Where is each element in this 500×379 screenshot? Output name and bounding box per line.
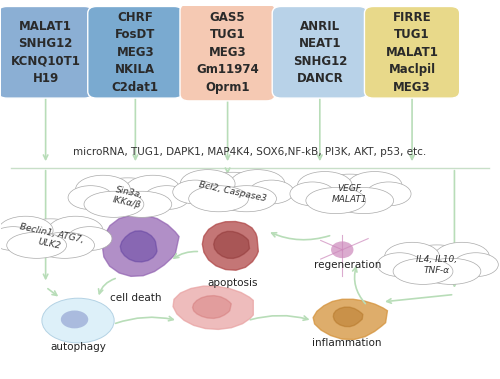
Text: GAS5
TUG1
MEG3
Gm11974
Oprm1: GAS5 TUG1 MEG3 Gm11974 Oprm1	[196, 11, 259, 94]
Ellipse shape	[173, 180, 218, 204]
Ellipse shape	[34, 232, 94, 258]
Ellipse shape	[377, 253, 422, 277]
Text: inflammation: inflammation	[312, 338, 382, 348]
FancyBboxPatch shape	[88, 6, 183, 98]
Text: apoptosis: apoptosis	[208, 278, 258, 288]
Polygon shape	[334, 307, 363, 327]
FancyBboxPatch shape	[180, 4, 275, 101]
Ellipse shape	[454, 253, 498, 277]
Ellipse shape	[0, 227, 36, 251]
Ellipse shape	[48, 216, 103, 244]
Text: Bcl2, Caspase3: Bcl2, Caspase3	[198, 180, 267, 204]
Ellipse shape	[67, 227, 112, 251]
Ellipse shape	[6, 232, 66, 258]
Ellipse shape	[347, 172, 402, 200]
Ellipse shape	[42, 298, 114, 343]
Ellipse shape	[0, 216, 53, 244]
Ellipse shape	[84, 191, 144, 217]
Ellipse shape	[290, 182, 335, 206]
Ellipse shape	[112, 191, 172, 217]
Ellipse shape	[90, 178, 166, 214]
Polygon shape	[214, 232, 250, 258]
Ellipse shape	[216, 186, 276, 212]
Ellipse shape	[400, 245, 474, 281]
Ellipse shape	[306, 188, 366, 214]
Text: VEGF,
MALAT1: VEGF, MALAT1	[332, 184, 368, 204]
FancyBboxPatch shape	[0, 6, 93, 98]
Ellipse shape	[76, 175, 130, 204]
Polygon shape	[202, 221, 258, 270]
Ellipse shape	[61, 310, 88, 328]
Ellipse shape	[126, 175, 180, 204]
Ellipse shape	[188, 186, 248, 212]
FancyBboxPatch shape	[364, 6, 460, 98]
Ellipse shape	[334, 188, 394, 214]
Text: ANRIL
NEAT1
SNHG12
DANCR: ANRIL NEAT1 SNHG12 DANCR	[292, 20, 347, 85]
Ellipse shape	[298, 172, 352, 200]
Ellipse shape	[249, 180, 294, 204]
Text: Beclin1, ATG7,
ULK2: Beclin1, ATG7, ULK2	[16, 222, 84, 255]
Text: autophagy: autophagy	[50, 341, 106, 352]
Text: MALAT1
SNHG12
KCNQ10T1
H19: MALAT1 SNHG12 KCNQ10T1 H19	[10, 20, 80, 85]
Ellipse shape	[195, 172, 270, 208]
Ellipse shape	[331, 241, 353, 258]
Text: regeneration: regeneration	[314, 260, 381, 270]
Polygon shape	[173, 286, 254, 329]
Ellipse shape	[180, 170, 235, 198]
Ellipse shape	[434, 242, 490, 271]
Text: FIRRE
TUG1
MALAT1
Maclpil
MEG3: FIRRE TUG1 MALAT1 Maclpil MEG3	[386, 11, 438, 94]
FancyBboxPatch shape	[272, 6, 368, 98]
Ellipse shape	[421, 258, 481, 284]
Ellipse shape	[312, 174, 387, 210]
Polygon shape	[102, 215, 179, 276]
Text: IL4, IL10,
TNF-α: IL4, IL10, TNF-α	[416, 255, 458, 275]
Polygon shape	[313, 299, 388, 340]
Ellipse shape	[144, 186, 189, 210]
Text: Sin3a,
IKKα/β: Sin3a, IKKα/β	[112, 185, 144, 210]
Ellipse shape	[230, 170, 285, 198]
Ellipse shape	[384, 242, 440, 271]
Ellipse shape	[13, 219, 88, 255]
Ellipse shape	[366, 182, 411, 206]
Polygon shape	[192, 296, 232, 318]
Text: microRNA, TUG1, DAPK1, MAP4K4, SOX6,NF-kB, PI3K, AKT, p53, etc.: microRNA, TUG1, DAPK1, MAP4K4, SOX6,NF-k…	[74, 147, 426, 157]
Ellipse shape	[393, 258, 453, 284]
Polygon shape	[120, 231, 157, 262]
Text: cell death: cell death	[110, 293, 161, 303]
Text: CHRF
FosDT
MEG3
NKILA
C2dat1: CHRF FosDT MEG3 NKILA C2dat1	[112, 11, 159, 94]
Ellipse shape	[68, 186, 113, 210]
